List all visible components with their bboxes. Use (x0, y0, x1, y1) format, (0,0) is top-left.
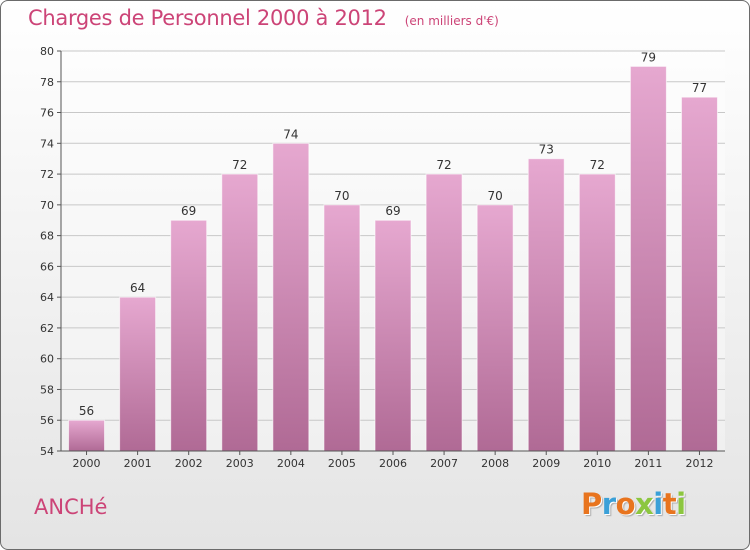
bar (425, 173, 463, 452)
y-tick-label: 76 (40, 107, 54, 120)
bar (68, 419, 106, 452)
y-tick-label: 72 (40, 168, 54, 181)
x-axis: 2000 2001 2002 2003 2004 2005 2006 2007 2008 2009… (61, 450, 725, 470)
chart-title: Charges de Personnel 2000 à 2012 (en mill… (28, 6, 499, 30)
bar (119, 296, 157, 452)
bar (374, 219, 412, 452)
x-tick-label: 2000 (73, 457, 101, 470)
data-label: 56 (79, 404, 94, 418)
bar (680, 96, 718, 452)
x-tick-label: 2010 (583, 457, 611, 470)
data-label: 72 (436, 158, 451, 172)
y-tick-label: 54 (40, 445, 54, 458)
data-label: 64 (130, 281, 145, 295)
y-tick-label: 62 (40, 322, 54, 335)
data-label: 69 (385, 204, 400, 218)
logo-letter: r (601, 487, 616, 521)
bar (170, 219, 208, 452)
x-tick-label: 2001 (124, 457, 152, 470)
bar (527, 158, 565, 452)
bar (578, 173, 616, 452)
y-tick-label: 58 (40, 383, 54, 396)
logo-letter: i (653, 487, 663, 521)
x-tick-label: 2006 (379, 457, 407, 470)
x-tick-label: 2004 (277, 457, 305, 470)
logo-letter: i (676, 487, 686, 521)
proxiti-logo: Proxiti (581, 487, 686, 521)
y-tick-label: 74 (40, 137, 54, 150)
y-axis: 54 56 58 60 62 64 66 68 70 72 74 76 78 80 (40, 45, 62, 458)
data-label: 70 (334, 189, 349, 203)
data-label: 77 (692, 81, 707, 95)
logo-letter: o (615, 487, 636, 521)
logo-letter: t (662, 487, 677, 521)
data-label: 74 (283, 127, 298, 141)
data-label: 73 (539, 143, 554, 157)
x-tick-label: 2003 (226, 457, 254, 470)
y-tick-label: 66 (40, 260, 54, 273)
unit-note: (en milliers d'€) (404, 14, 499, 28)
bar (323, 204, 361, 452)
x-tick-label: 2012 (685, 457, 713, 470)
data-label: 69 (181, 204, 196, 218)
x-tick-label: 2002 (175, 457, 203, 470)
bar (476, 204, 514, 452)
y-tick-label: 60 (40, 353, 54, 366)
logo-letter: P (581, 487, 602, 521)
x-tick-label: 2005 (328, 457, 356, 470)
y-tick-label: 78 (40, 76, 54, 89)
y-tick-label: 64 (40, 291, 54, 304)
y-tick-label: 70 (40, 199, 54, 212)
x-tick-label: 2007 (430, 457, 458, 470)
bars (68, 65, 718, 452)
city-name: ANCHé (34, 495, 108, 519)
x-tick-label: 2009 (532, 457, 560, 470)
data-label: 72 (232, 158, 247, 172)
y-tick-label: 56 (40, 414, 54, 427)
bar (221, 173, 259, 452)
bar (272, 142, 310, 452)
y-tick-label: 80 (40, 45, 54, 58)
data-label: 79 (641, 50, 656, 64)
chart-title-text: Charges de Personnel 2000 à 2012 (28, 6, 387, 30)
y-tick-label: 68 (40, 230, 54, 243)
logo-letter: x (635, 487, 654, 521)
x-tick-label: 2011 (634, 457, 662, 470)
bar (629, 65, 667, 452)
data-label: 70 (488, 189, 503, 203)
data-label: 72 (590, 158, 605, 172)
data-labels: 56 64 69 72 74 70 69 72 70 73 72 79 77 (79, 50, 707, 418)
x-tick-label: 2008 (481, 457, 509, 470)
